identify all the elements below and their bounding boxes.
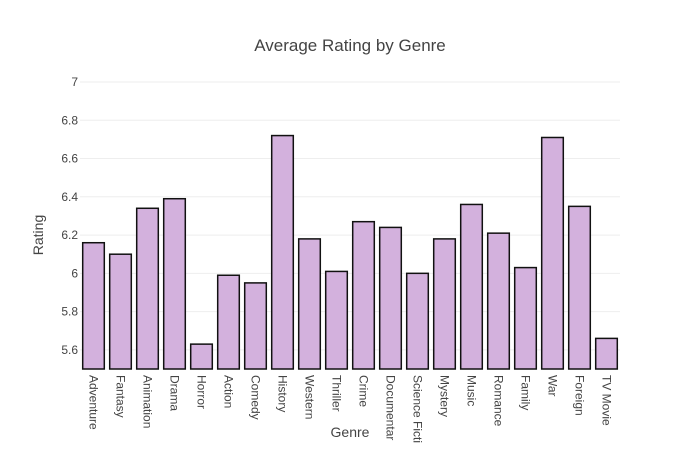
y-tick-label: 6.6: [61, 152, 78, 166]
x-axis-ticks: Adventure Fantasy Animation Drama Horror Acti…: [87, 375, 614, 443]
bar: [108, 253, 133, 370]
x-tick-label: Crime: [357, 375, 371, 407]
y-tick-label: 6.8: [61, 113, 78, 127]
x-tick-label: Animation: [141, 375, 155, 428]
x-tick-label: Romance: [492, 375, 506, 427]
bar: [270, 134, 295, 370]
chart-title: Average Rating by Genre: [254, 36, 446, 55]
y-tick-label: 5.6: [61, 343, 78, 357]
bar: [405, 272, 430, 370]
x-tick-label: Science Ficti: [411, 375, 425, 443]
gridlines: [80, 81, 620, 351]
bar: [243, 282, 268, 370]
bar: [540, 136, 565, 370]
x-tick-label: Comedy: [249, 375, 263, 420]
y-tick-label: 6.2: [61, 228, 78, 242]
bar: [81, 241, 106, 370]
x-axis-title: Genre: [331, 424, 370, 440]
x-tick-label: Thriller: [330, 375, 344, 412]
x-tick-label: Foreign: [573, 375, 587, 416]
bar: [432, 238, 457, 370]
x-tick-label: Action: [222, 375, 236, 408]
x-tick-label: Horror: [195, 375, 209, 409]
bar: [351, 220, 376, 370]
bar: [486, 232, 511, 370]
x-tick-label: Fantasy: [114, 375, 128, 418]
y-axis-title: Rating: [30, 215, 46, 255]
bar: [162, 197, 187, 370]
x-tick-label: Documentar: [384, 375, 398, 440]
y-tick-label: 5.8: [61, 305, 78, 319]
x-tick-label: Western: [303, 375, 317, 419]
x-tick-label: War: [546, 375, 560, 397]
y-tick-label: 6.4: [61, 190, 78, 204]
y-axis-ticks: 5.6 5.8 6 6.2 6.4 6.6 6.8 7: [61, 75, 78, 357]
bars: [81, 134, 619, 370]
bar: [216, 274, 241, 370]
x-tick-label: Music: [465, 375, 479, 406]
x-tick-label: Drama: [168, 375, 182, 411]
y-tick-label: 6: [71, 266, 78, 280]
x-tick-label: History: [276, 375, 290, 412]
x-tick-label: Mystery: [438, 375, 452, 417]
x-tick-label: Adventure: [87, 375, 101, 430]
bar: [297, 238, 322, 370]
bar: [567, 205, 592, 370]
bar: [135, 207, 160, 370]
bar: [189, 343, 214, 370]
x-tick-label: TV Movie: [600, 375, 614, 426]
y-tick-label: 7: [71, 75, 78, 89]
bar: [459, 203, 484, 370]
bar: [513, 266, 538, 370]
bar: [594, 337, 619, 370]
x-tick-label: Family: [519, 375, 533, 410]
bar: [378, 226, 403, 370]
bar: [324, 270, 349, 370]
